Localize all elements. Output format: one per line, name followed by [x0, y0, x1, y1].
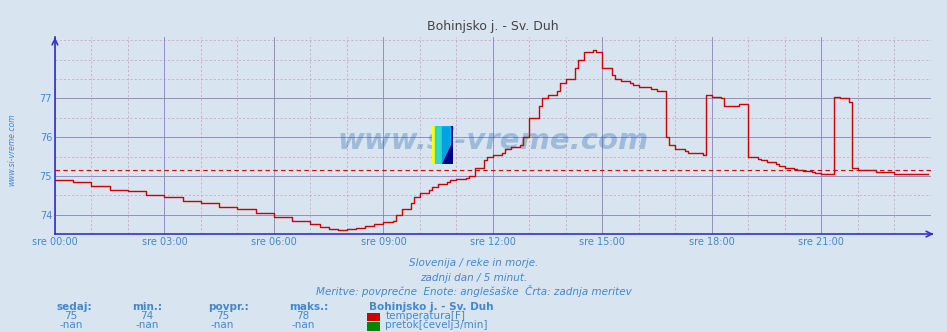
Text: -nan: -nan — [211, 320, 234, 330]
Text: www.si-vreme.com: www.si-vreme.com — [7, 113, 16, 186]
Polygon shape — [435, 126, 450, 164]
Text: pretok[čevelj3/min]: pretok[čevelj3/min] — [385, 319, 488, 330]
Title: Bohinjsko j. - Sv. Duh: Bohinjsko j. - Sv. Duh — [427, 20, 559, 33]
Polygon shape — [442, 141, 453, 164]
Text: 75: 75 — [216, 311, 229, 321]
Text: temperatura[F]: temperatura[F] — [385, 311, 465, 321]
Text: 74: 74 — [140, 311, 153, 321]
Text: -nan: -nan — [60, 320, 82, 330]
Text: 78: 78 — [296, 311, 310, 321]
Text: Bohinjsko j. - Sv. Duh: Bohinjsko j. - Sv. Duh — [369, 302, 493, 312]
Text: Slovenija / reke in morje.: Slovenija / reke in morje. — [409, 258, 538, 268]
Text: -nan: -nan — [135, 320, 158, 330]
Text: Meritve: povprečne  Enote: anglešaške  Črta: zadnja meritev: Meritve: povprečne Enote: anglešaške Črt… — [315, 285, 632, 297]
Text: zadnji dan / 5 minut.: zadnji dan / 5 minut. — [420, 273, 527, 283]
Bar — [432, 126, 442, 164]
Text: povpr.:: povpr.: — [208, 302, 249, 312]
Text: min.:: min.: — [133, 302, 163, 312]
Bar — [442, 126, 453, 164]
Text: -nan: -nan — [292, 320, 314, 330]
Text: sedaj:: sedaj: — [57, 302, 93, 312]
Text: 75: 75 — [64, 311, 78, 321]
Text: maks.:: maks.: — [289, 302, 328, 312]
Text: www.si-vreme.com: www.si-vreme.com — [337, 127, 649, 155]
